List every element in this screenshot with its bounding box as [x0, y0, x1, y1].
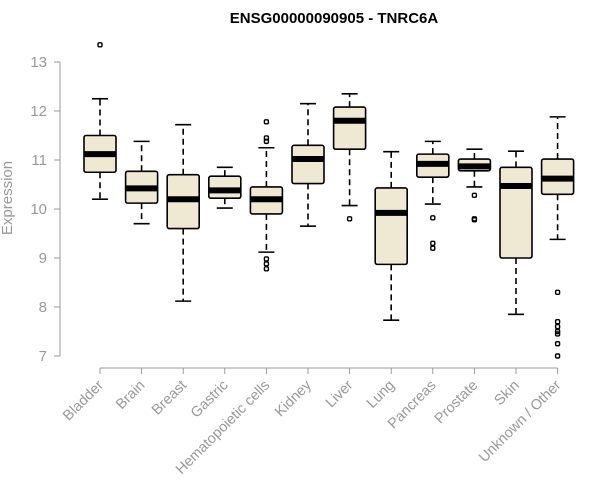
iqr-box — [499, 166, 533, 259]
box-group — [249, 119, 284, 272]
chart-title: ENSG00000090905 - TNRC6A — [230, 10, 439, 27]
outlier-point — [346, 216, 353, 222]
outlier-point — [471, 217, 478, 223]
box-group — [457, 148, 492, 223]
outlier-point — [554, 328, 561, 335]
outlier-point — [554, 289, 561, 295]
outlier-point — [554, 341, 561, 347]
outlier-point — [263, 256, 270, 262]
x-tick-label: Kidney — [272, 377, 315, 420]
y-tick-label: 7 — [39, 348, 47, 365]
outlier-point — [263, 261, 270, 267]
outlier-point — [430, 215, 436, 221]
iqr-box — [291, 144, 325, 185]
box-group — [499, 150, 533, 316]
y-tick-label: 10 — [30, 201, 47, 218]
y-tick-label: 9 — [39, 250, 47, 267]
x-tick-label: Lung — [364, 378, 398, 412]
x-tick-label: Liver — [323, 377, 357, 411]
x-tick-label: Prostate — [432, 378, 481, 427]
iqr-box — [208, 175, 242, 200]
y-tick-label: 8 — [39, 299, 47, 316]
outlier-point — [554, 331, 561, 337]
box-group — [124, 140, 159, 225]
y-tick-label: 11 — [31, 152, 47, 169]
x-tick-label: Brain — [113, 378, 148, 413]
box-group — [166, 123, 200, 302]
y-tick-label: 13 — [30, 54, 47, 71]
box-group — [83, 42, 117, 200]
outlier-point — [554, 319, 561, 325]
box-group — [374, 150, 409, 322]
outlier-point — [430, 245, 436, 251]
box-group — [291, 102, 325, 227]
outlier-point — [263, 266, 270, 272]
x-tick-label: Breast — [149, 378, 190, 419]
outlier-point — [263, 138, 270, 145]
outlier-point — [554, 323, 561, 330]
x-tick-label: Skin — [492, 378, 523, 409]
outlier-point — [263, 119, 270, 125]
box-group — [540, 116, 575, 359]
iqr-box — [332, 106, 367, 151]
y-axis: 7 8 9 10 11 12 13 — [30, 54, 61, 365]
outlier-point — [471, 192, 478, 198]
box-group — [415, 140, 450, 251]
outlier-point — [430, 240, 436, 247]
boxes-layer — [83, 42, 575, 359]
y-axis-label: Expression — [0, 161, 16, 235]
outlier-point — [97, 42, 103, 48]
box-group — [208, 166, 242, 209]
iqr-box — [374, 187, 409, 266]
x-tick-label: Bladder — [60, 377, 107, 424]
y-tick-label: 12 — [30, 103, 47, 120]
box-group — [332, 93, 367, 222]
outlier-point — [554, 353, 561, 359]
